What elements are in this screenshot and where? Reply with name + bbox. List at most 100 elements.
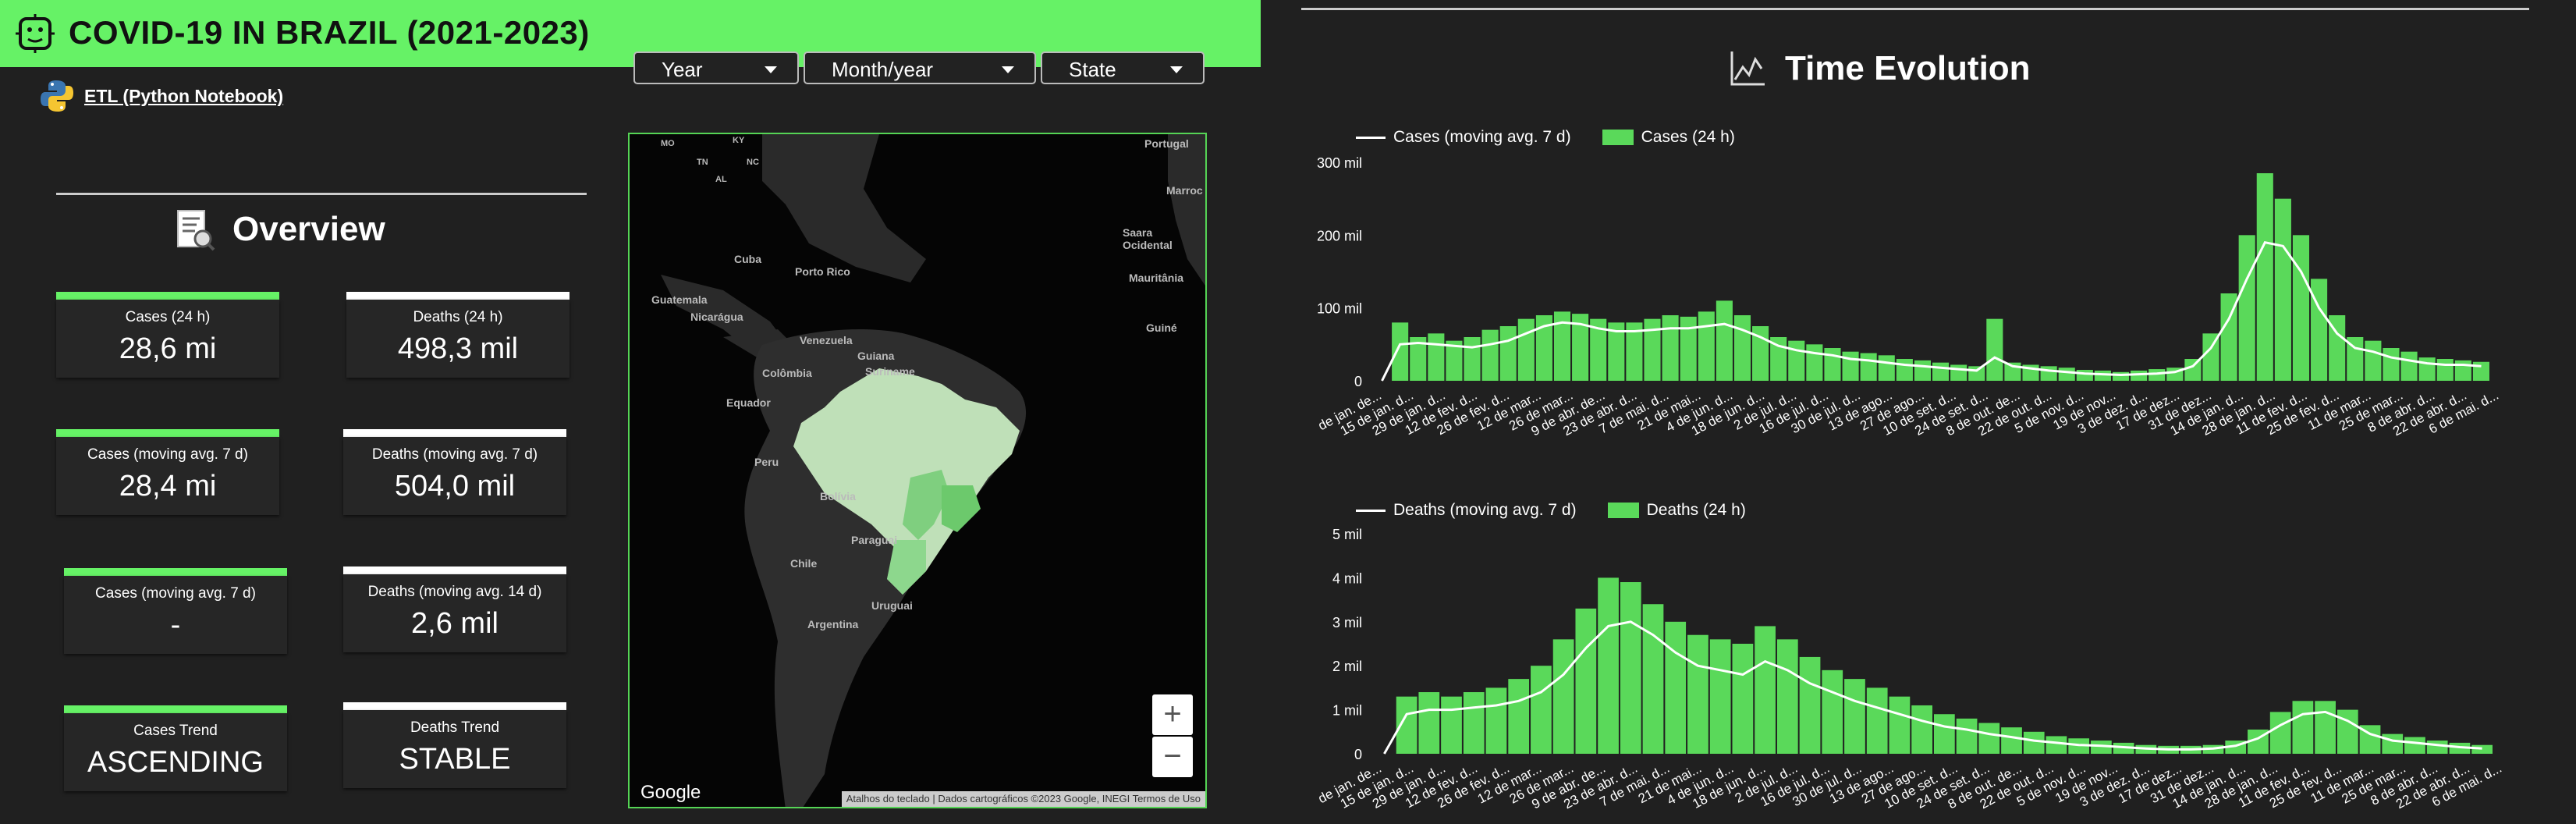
time-evolution-divider [1301, 8, 2529, 10]
data-bar [1499, 326, 1517, 381]
zoom-out-button[interactable]: − [1152, 737, 1193, 777]
kpi-accent-bar [346, 292, 569, 300]
y-tick-label: 100 mil [1317, 301, 1362, 317]
y-tick-label: 5 mil [1332, 527, 1362, 542]
data-bar [1896, 359, 1913, 381]
etl-notebook-link[interactable]: ETL (Python Notebook) [39, 76, 283, 115]
data-bar [2292, 701, 2314, 754]
map-label: Saara Ocidental [1123, 226, 1173, 251]
title-bar: COVID-19 IN BRAZIL (2021-2023) [0, 0, 1261, 67]
data-bar [1575, 608, 1597, 754]
data-bar [1464, 337, 1481, 381]
data-bar [1517, 318, 1535, 381]
data-bar [1644, 318, 1661, 381]
data-bar [2418, 357, 2436, 381]
y-tick-label: 200 mil [1317, 228, 1362, 243]
data-bar [1392, 322, 1409, 381]
map-label: Cuba [734, 253, 761, 265]
y-tick-label: 0 [1354, 374, 1362, 389]
data-bar [1860, 353, 1877, 381]
map-label: Guiné [1146, 321, 1177, 334]
map-attribution[interactable]: Atalhos do teclado | Dados cartográficos… [841, 791, 1205, 807]
kpi-accent-bar [343, 429, 566, 437]
map-footer: Google Atalhos do teclado | Dados cartog… [630, 782, 1205, 807]
data-bar [2274, 198, 2291, 381]
chevron-down-icon [1002, 66, 1014, 73]
brazil-south-region [887, 540, 926, 595]
map-label: Bolívia [820, 490, 856, 503]
map-label: Guatemala [651, 293, 708, 306]
kpi-box [56, 300, 279, 378]
deaths-chart-legend: Deaths (moving avg. 7 d) Deaths (24 h) [1356, 501, 1746, 520]
legend-bar-label: Deaths (24 h) [1646, 501, 1746, 519]
data-bar [2426, 741, 2448, 754]
data-bar [1620, 582, 1641, 754]
overview-divider [56, 193, 587, 195]
data-bar [2238, 235, 2255, 381]
map-label: KY [733, 136, 745, 145]
kpi-label: Cases (moving avg. 7 d) [95, 585, 256, 602]
kpi-value: 28,6 mi [119, 332, 217, 365]
map-label: Paraguai [851, 534, 898, 546]
map-label: Equador [726, 396, 771, 409]
zoom-in-button[interactable]: + [1152, 694, 1193, 735]
map-label: AL [715, 175, 727, 184]
africa-shape [1168, 134, 1205, 286]
data-bar [1822, 670, 1843, 754]
map-label: TN [697, 158, 708, 167]
data-bar [1463, 692, 1485, 754]
kpi-label: Deaths (24 h) [413, 309, 503, 325]
kpi-value: 28,4 mi [119, 470, 217, 503]
data-bar [1552, 639, 1574, 754]
data-bar [2131, 370, 2148, 381]
map-label: Portugal [1144, 137, 1189, 150]
data-bar [2404, 737, 2425, 754]
brazil-shape [793, 368, 1020, 595]
kpi-card: Cases (24 h) 28,6 mi [56, 292, 279, 378]
north-america-shape [630, 134, 926, 282]
map-label: Porto Rico [795, 265, 850, 278]
map-label: Venezuela [800, 334, 853, 346]
data-bar [2400, 351, 2418, 381]
kpi-box [343, 437, 566, 515]
kpi-value: - [170, 609, 181, 641]
data-bar [1535, 315, 1552, 381]
map-label: Marroc [1166, 184, 1203, 197]
line-swatch [1356, 509, 1386, 512]
map-canvas [630, 134, 1205, 807]
data-bar [1889, 696, 1911, 754]
map-label: MO [661, 139, 675, 148]
state-filter-dropdown[interactable]: State [1041, 52, 1205, 84]
year-filter-dropdown[interactable]: Year [633, 52, 799, 84]
kpi-value: STABLE [399, 743, 511, 776]
left-panel: COVID-19 IN BRAZIL (2021-2023) Year Mont… [0, 0, 1261, 824]
data-bar [1716, 300, 1733, 381]
data-bar [1824, 348, 1841, 381]
data-bar [2311, 279, 2328, 381]
map-view[interactable]: Portugal Marroc Saara Ocidental Mauritân… [628, 133, 1207, 808]
data-bar [2184, 359, 2202, 381]
data-bar [2471, 744, 2493, 754]
chevron-down-icon [765, 66, 777, 73]
data-bar [1553, 311, 1571, 381]
bar-swatch [1607, 503, 1639, 518]
data-bar [1956, 718, 1978, 754]
data-bar [1428, 333, 1445, 381]
legend-bar-label: Cases (24 h) [1641, 128, 1735, 146]
data-bar [2269, 712, 2291, 754]
kpi-value: ASCENDING [87, 746, 264, 779]
kpi-value: 2,6 mil [411, 607, 499, 640]
data-bar [1950, 364, 1967, 381]
data-bar [2076, 370, 2093, 381]
legend-line-label: Cases (moving avg. 7 d) [1393, 128, 1571, 146]
kpi-accent-bar [343, 566, 566, 574]
data-bar [1698, 311, 1715, 381]
map-label: Guiana [857, 350, 895, 362]
month-year-filter-dropdown[interactable]: Month/year [804, 52, 1036, 84]
line-swatch [1356, 136, 1386, 139]
data-bar [1932, 362, 1950, 381]
data-bar [1878, 355, 1895, 381]
kpi-label: Deaths (moving avg. 7 d) [371, 446, 538, 463]
report-icon [177, 210, 215, 251]
